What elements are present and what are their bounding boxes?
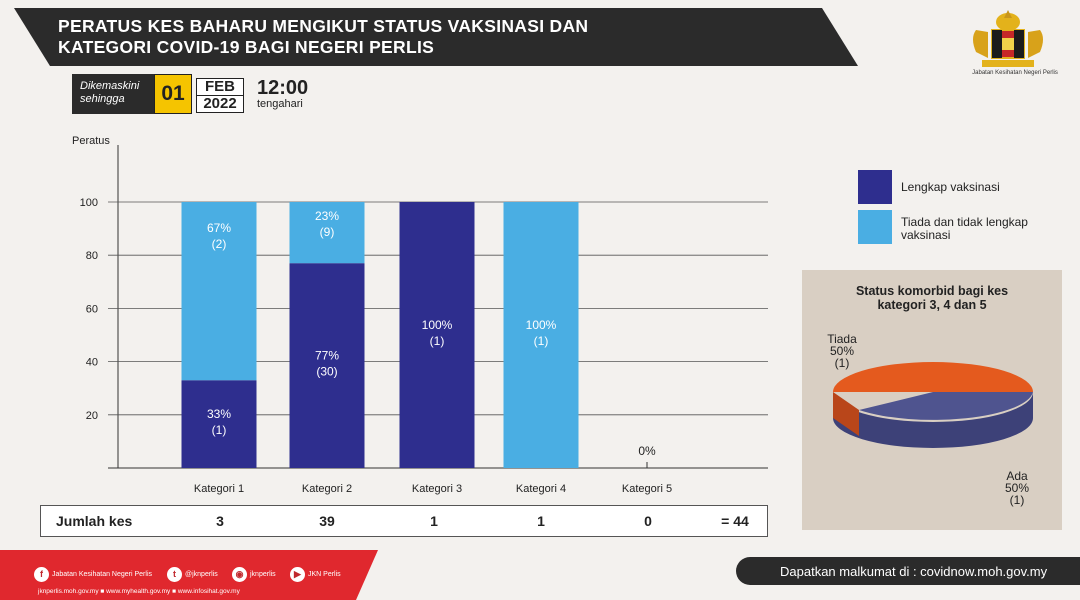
social-instagram-label[interactable]: jknperlis xyxy=(250,571,276,578)
pie-label-tiada-pct: 50% xyxy=(829,344,855,358)
bar-vaccinated xyxy=(181,380,257,468)
case-count-kategori-3: 1 xyxy=(430,513,438,529)
bar-data-count: (1) xyxy=(534,334,549,348)
updated-label-line-1: Dikemaskini xyxy=(80,80,140,92)
title-banner xyxy=(14,8,858,66)
pie-title-line-1: Status komorbid bagi kes xyxy=(855,284,1009,298)
footer-social-banner xyxy=(0,550,378,600)
instagram-icon[interactable]: ◉ xyxy=(232,567,247,582)
updated-label: Dikemaskini sehingga xyxy=(72,74,154,114)
pie-slice-tiada xyxy=(833,362,1033,392)
bar-data-count: (1) xyxy=(430,334,445,348)
pie-title-line-2: kategori 3, 4 dan 5 xyxy=(877,298,987,312)
bar-chart: Peratus 20 40 60 80 100 33% (1) 67% (2) Kategori 1… xyxy=(72,135,768,495)
legend-swatch-vaccinated xyxy=(858,170,892,204)
legend-label-not-vaccinated: Tiada dan tidak lengkap vaksinasi xyxy=(901,215,1028,242)
bar-vaccinated xyxy=(399,202,475,468)
updated-month: FEB xyxy=(196,78,244,96)
pie-label-ada-count: (1) xyxy=(1009,493,1025,507)
pie-slice-ada xyxy=(859,392,1033,420)
footer-info-bar xyxy=(736,557,1080,585)
facebook-icon[interactable]: f xyxy=(34,567,49,582)
case-count-kategori-2: 39 xyxy=(319,513,335,529)
bar-data-label: 67% xyxy=(207,221,231,235)
updated-label-line-2: sehingga xyxy=(80,93,125,105)
bar-chart-labels: Peratus 20 40 60 80 100 33% (1) 67% (2) Kategori 1… xyxy=(72,135,672,495)
x-tick-label: Kategori 3 xyxy=(412,483,462,495)
bar-data-label: 33% xyxy=(207,407,231,421)
pie-label-tiada-count: (1) xyxy=(834,356,850,370)
title-line-1: PERATUS KES BAHARU MENGIKUT STATUS VAKSI… xyxy=(58,16,589,36)
bar-vaccinated xyxy=(289,263,365,468)
updated-year: 2022 xyxy=(196,96,244,113)
pie-label-ada-name: Ada xyxy=(1006,469,1028,483)
case-count-kategori-5: 0 xyxy=(644,513,652,529)
bar-data-label: 100% xyxy=(422,318,453,332)
bar-data-count: (1) xyxy=(212,423,227,437)
bar-data-count: (30) xyxy=(316,365,337,379)
bar-data-count: (9) xyxy=(320,225,335,239)
coat-of-arms-logo xyxy=(973,10,1043,67)
updated-day: 01 xyxy=(154,74,192,114)
y-tick-label: 60 xyxy=(86,303,98,315)
updated-month-year: FEB 2022 xyxy=(196,78,244,113)
case-count-kategori-4: 1 xyxy=(537,513,545,529)
bar-not-vaccinated xyxy=(181,202,257,381)
pie-side-ada xyxy=(833,392,1033,448)
updated-period: tengahari xyxy=(257,98,303,110)
title-line-2: KATEGORI COVID-19 BAGI NEGERI PERLIS xyxy=(58,37,435,57)
pie-title: Status komorbid bagi kes kategori 3, 4 d… xyxy=(802,284,1062,312)
page-title: PERATUS KES BAHARU MENGIKUT STATUS VAKSI… xyxy=(58,16,818,58)
case-count-total: = 44 xyxy=(721,513,749,529)
bar-not-vaccinated xyxy=(289,202,365,264)
pie-label-tiada: Tiada 50% (1) xyxy=(818,333,866,369)
case-count-kategori-1: 3 xyxy=(216,513,224,529)
bar-data-label: 77% xyxy=(315,349,339,363)
twitter-icon[interactable]: t xyxy=(167,567,182,582)
pie-label-tiada-name: Tiada xyxy=(827,332,857,346)
footer-info-text: Dapatkan malkumat di : covidnow.moh.gov.… xyxy=(780,564,1048,579)
footer-urls: jknperlis.moh.gov.my ■ www.myhealth.gov.… xyxy=(38,588,240,595)
y-tick-label: 40 xyxy=(86,357,98,369)
agency-name: Jabatan Kesihatan Negeri Perlis xyxy=(972,70,1058,76)
bar-not-vaccinated xyxy=(503,202,579,468)
legend-swatch-not-vaccinated xyxy=(858,210,892,244)
pie-chart xyxy=(833,362,1033,448)
pie-chart-marks xyxy=(833,362,1033,448)
bar-data-label: 100% xyxy=(526,318,557,332)
x-tick-label: Kategori 1 xyxy=(194,483,244,495)
y-tick-label: 100 xyxy=(80,197,98,209)
bar-zero-label: 0% xyxy=(638,444,656,458)
x-tick-label: Kategori 5 xyxy=(622,483,672,495)
pie-label-ada-pct: 50% xyxy=(1004,481,1030,495)
pie-label-ada: Ada 50% (1) xyxy=(993,470,1041,506)
bar-data-count: (2) xyxy=(212,237,227,251)
bar-chart-marks xyxy=(181,202,579,468)
social-twitter-label[interactable]: @jknperlis xyxy=(185,571,218,578)
updated-time: 12:00 xyxy=(257,77,309,99)
case-count-table xyxy=(40,505,768,537)
case-count-label: Jumlah kes xyxy=(56,513,133,529)
pie-side-tiada xyxy=(833,392,859,436)
y-tick-label: 20 xyxy=(86,410,98,422)
bar-data-label: 23% xyxy=(315,209,339,223)
social-facebook-label[interactable]: Jabatan Kesihatan Negeri Perlis xyxy=(52,571,153,578)
youtube-icon[interactable]: ▶ xyxy=(290,567,305,582)
social-youtube-label[interactable]: JKN Perlis xyxy=(308,571,341,578)
x-tick-label: Kategori 4 xyxy=(516,483,566,495)
legend-label-vaccinated: Lengkap vaksinasi xyxy=(901,180,1000,194)
y-axis-title: Peratus xyxy=(72,135,110,147)
y-tick-label: 80 xyxy=(86,250,98,262)
x-tick-label: Kategori 2 xyxy=(302,483,352,495)
